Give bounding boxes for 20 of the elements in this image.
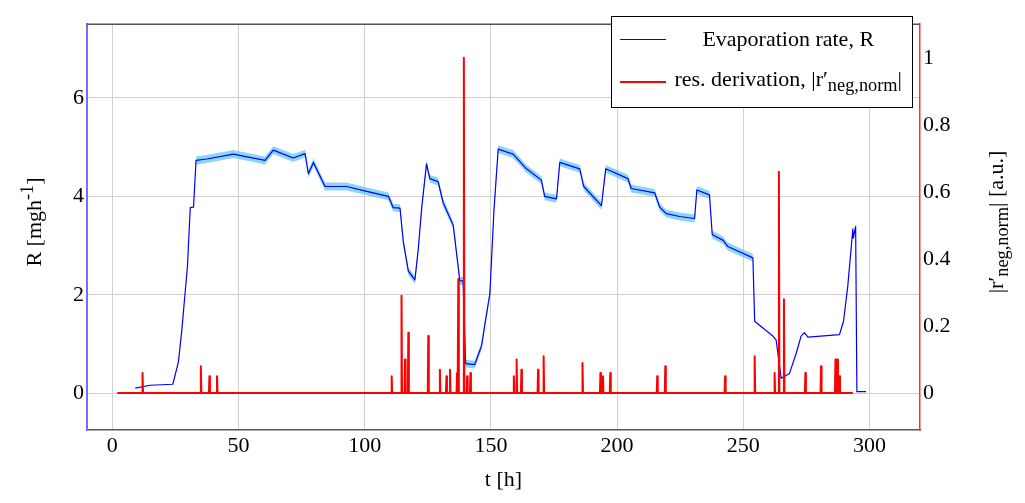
y2-tick-label: 0.2 (923, 311, 951, 337)
x-tick-label: 150 (474, 431, 508, 457)
y2-tick-label: 1 (923, 43, 934, 69)
y2-tick-label: 0.8 (923, 110, 951, 136)
x-axis-title: t [h] (484, 466, 523, 492)
y2-tick-label: 0.6 (923, 177, 951, 203)
y-tick-label: 2 (73, 280, 84, 306)
y2-tick-label: 0 (923, 378, 934, 404)
x-tick-label: 100 (348, 431, 382, 457)
legend-label: Evaporation rate, R (701, 25, 876, 53)
x-tick-label: 200 (600, 431, 634, 457)
x-tick-label: 50 (227, 431, 250, 457)
y-tick-label: 4 (73, 182, 84, 208)
x-tick-label: 0 (106, 431, 118, 457)
x-tick-label: 300 (853, 431, 887, 457)
legend-label: res. derivation, |r′$_{neg,norm}$| (674, 65, 902, 98)
y-tick-label: 0 (73, 378, 84, 404)
y2-tick-label: 0.4 (923, 244, 951, 270)
x-tick-label: 250 (726, 431, 760, 457)
y-tick-label: 6 (73, 83, 84, 109)
